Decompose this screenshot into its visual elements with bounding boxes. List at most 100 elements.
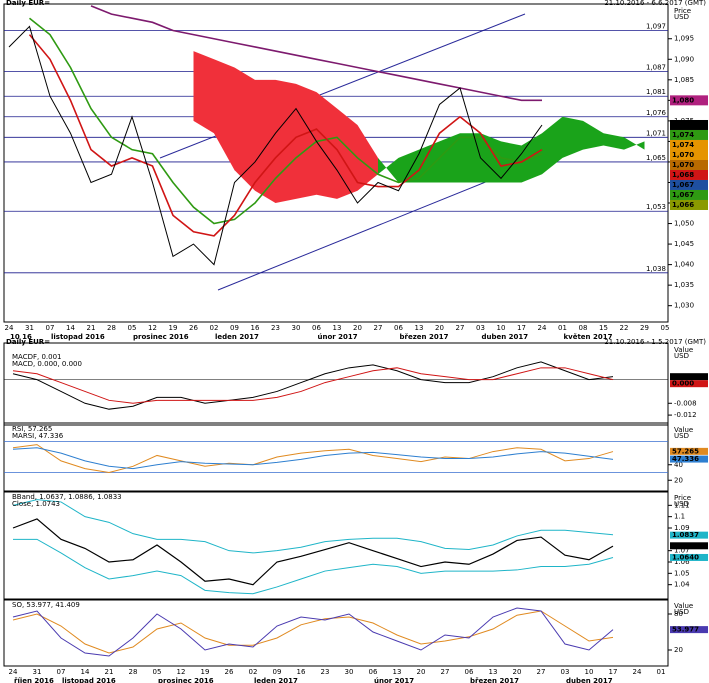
series-line	[90, 5, 542, 102]
x-tick-label: 13	[393, 668, 402, 676]
price-tag	[670, 455, 708, 463]
price-tag	[670, 542, 708, 550]
x-tick-label: 29	[640, 324, 649, 332]
legend-entry: Close, 1.0743	[12, 500, 60, 508]
x-tick-label: 16	[251, 324, 260, 332]
series-line	[8, 25, 543, 266]
x-tick-label: 02	[210, 324, 219, 332]
x-tick-label: 17	[517, 324, 526, 332]
month-label: listopad 2016	[51, 333, 105, 341]
price-tag-label: 1,066	[672, 201, 694, 209]
cloud-segment	[542, 116, 563, 175]
price-tag-label: 57.265	[672, 447, 699, 455]
price-tag	[670, 373, 708, 381]
x-tick-label: 23	[271, 324, 280, 332]
panel-frame	[3, 422, 669, 493]
x-tick-label: 20	[417, 668, 426, 676]
price-tag	[670, 553, 708, 561]
y-tick-label: 20	[674, 646, 683, 654]
panel-range: 21.10.2016 - 6.6.2017 (GMT)	[604, 0, 706, 7]
x-tick-label: 07	[46, 324, 55, 332]
axis-label: Value	[674, 602, 693, 610]
cloud-segment	[583, 120, 604, 150]
cloud-segment	[378, 157, 399, 183]
month-label: říjen 2016	[14, 677, 54, 683]
price-tag-label: 1,070	[672, 161, 694, 169]
x-tick-label: 09	[273, 668, 282, 676]
series-line	[12, 361, 614, 410]
month-label: listopad 2016	[62, 677, 116, 683]
x-tick-label: 06	[369, 668, 378, 676]
price-tag	[670, 447, 708, 455]
series-line	[13, 538, 614, 595]
series-line	[12, 499, 614, 554]
cloud-segment	[255, 79, 276, 204]
cloud-segment	[296, 83, 317, 199]
price-tag-label: 1,067	[672, 191, 694, 199]
x-tick-label: 09	[230, 324, 239, 332]
price-tag-label: 0.000	[672, 380, 694, 388]
panel-frame	[3, 490, 669, 601]
month-label: únor 2017	[374, 677, 414, 683]
x-tick-label: 08	[579, 324, 588, 332]
x-tick-label: 10	[497, 324, 506, 332]
price-tag-label: 1,070	[672, 151, 694, 159]
x-tick-label: 14	[66, 324, 75, 332]
x-tick-label: 01	[657, 668, 666, 676]
x-tick-label: 24	[633, 668, 642, 676]
x-tick-label: 24	[5, 324, 14, 332]
x-tick-label: 24	[538, 324, 547, 332]
x-tick-label: 13	[333, 324, 342, 332]
price-tag-label: 0.001	[672, 373, 694, 381]
x-tick-label: 19	[201, 668, 210, 676]
panel-range: 21.10.2016 - 1.5.2017 (GMT)	[604, 338, 706, 346]
axis-unit: USD	[674, 352, 689, 360]
price-tag	[670, 129, 708, 140]
panel-frame	[3, 342, 669, 426]
cloud-segment	[603, 133, 624, 150]
x-tick-label: 26	[225, 668, 234, 676]
x-tick-label: 07	[57, 668, 66, 676]
axis-unit: USD	[674, 500, 689, 508]
price-tag	[670, 179, 708, 190]
legend-entry: MARSI, 47.336	[12, 432, 64, 440]
x-tick-label: 31	[25, 324, 34, 332]
x-tick-label: 06	[312, 324, 321, 332]
x-tick-label: 05	[153, 668, 162, 676]
x-tick-label: 28	[129, 668, 138, 676]
panel-frame	[3, 598, 669, 667]
y-tick-label: -0.008	[674, 399, 697, 407]
x-tick-label: 31	[33, 668, 42, 676]
level-label: 1,081	[646, 88, 666, 96]
x-tick-label: 17	[609, 668, 618, 676]
cloud-segment	[562, 116, 583, 158]
x-tick-label: 13	[415, 324, 424, 332]
axis-label: Price	[674, 7, 691, 15]
legend-entry: MACDF, 0.001	[12, 353, 62, 361]
x-tick-label: 03	[476, 324, 485, 332]
cloud-segment	[316, 92, 337, 199]
price-tag	[670, 531, 708, 539]
price-tag	[670, 626, 708, 634]
y-tick-label: -0.012	[674, 411, 697, 419]
price-tag-label: 1.0743	[672, 542, 699, 550]
axis-unit: USD	[674, 608, 689, 616]
y-tick-label: 1.09	[674, 524, 690, 532]
price-tag-label: 47.336	[672, 455, 699, 463]
series-line	[12, 367, 614, 404]
cloud-segment	[337, 108, 358, 199]
x-tick-label: 13	[489, 668, 498, 676]
series-line	[28, 17, 543, 225]
y-tick-label: 1,050	[674, 220, 694, 228]
x-tick-label: 20	[513, 668, 522, 676]
price-tag-label: 1,068	[672, 171, 694, 179]
x-tick-label: 19	[169, 324, 178, 332]
x-tick-label: 20	[435, 324, 444, 332]
price-tag-label: 1,074	[672, 131, 694, 139]
level-label: 1,076	[646, 109, 667, 117]
price-tag	[670, 119, 708, 130]
x-tick-label: 12	[177, 668, 186, 676]
month-label: duben 2017	[566, 677, 613, 683]
x-tick-label: 21	[87, 324, 96, 332]
